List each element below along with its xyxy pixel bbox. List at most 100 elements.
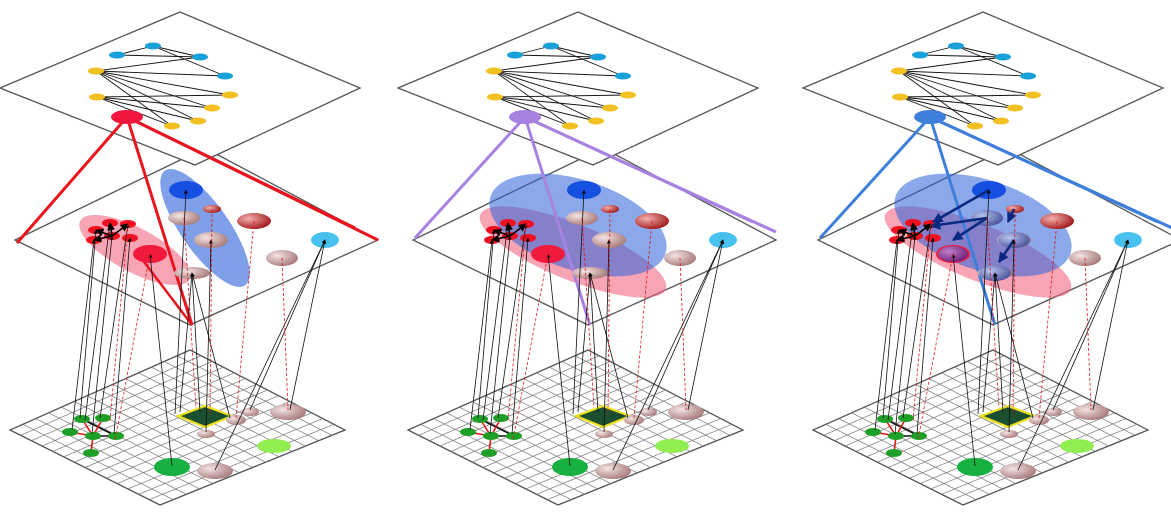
focus-square — [977, 404, 1039, 429]
top-node-cyan — [1020, 72, 1036, 80]
top-edge — [116, 54, 201, 58]
grid-line — [504, 401, 688, 479]
top-plane-outline — [0, 11, 362, 166]
bottom-node-green — [886, 449, 902, 457]
black-link — [874, 239, 899, 431]
supernode — [111, 110, 143, 124]
bottom-node-darkgreen — [552, 458, 588, 476]
bottom-node-darkgreen — [957, 458, 993, 476]
red-dashed-link — [986, 217, 1000, 409]
top-node-yellow — [88, 67, 104, 75]
focus-square — [174, 404, 236, 429]
supernode — [509, 110, 541, 124]
bottom-node-pink — [639, 408, 657, 416]
red-dashed-link — [679, 257, 687, 411]
grid-line — [877, 401, 1030, 479]
grid-line — [909, 401, 1093, 479]
bottom-node-green — [85, 432, 101, 440]
black-link — [91, 235, 114, 435]
grid-line — [547, 423, 733, 500]
top-node-cyan — [995, 53, 1011, 61]
bottom-node-pink — [624, 415, 644, 425]
top-edge — [550, 45, 624, 77]
bottom-node-green — [83, 449, 99, 457]
grid-line — [889, 395, 1043, 474]
black-link — [190, 272, 201, 413]
bottom-node-pink — [197, 430, 215, 438]
bottom-cluster-edge — [884, 418, 920, 437]
top-node-yellow — [486, 67, 502, 75]
top-edge — [95, 70, 226, 77]
grid-line — [86, 395, 240, 474]
cluster-edge — [93, 234, 113, 243]
bottom-node-green — [472, 415, 488, 423]
bottom-node-green — [877, 415, 893, 423]
top-edge — [898, 70, 1016, 109]
top-edge — [493, 70, 571, 127]
black-link — [497, 223, 528, 419]
bottom-node-pink — [226, 415, 246, 425]
black-link — [489, 235, 512, 435]
grid-line — [920, 406, 1104, 484]
black-link — [572, 189, 586, 415]
red-dashed-link — [235, 220, 255, 419]
bottom-node-pink — [668, 404, 704, 420]
bottom-node-green — [460, 428, 476, 436]
top-edge — [96, 96, 199, 122]
red-dashed-link — [581, 217, 595, 409]
top-node-yellow — [562, 122, 578, 130]
top-edge — [494, 96, 597, 122]
top-node-yellow — [892, 93, 908, 101]
black-link — [577, 272, 592, 413]
top-node-cyan — [543, 42, 559, 50]
top-layer — [0, 11, 362, 166]
supernode-link — [126, 115, 356, 230]
panel-2 — [396, 11, 778, 506]
panel-3 — [801, 11, 1171, 506]
supernode-link — [413, 115, 527, 240]
grid-line — [515, 406, 699, 484]
top-edge — [899, 94, 1034, 98]
black-link — [289, 239, 327, 411]
top-node-cyan — [145, 42, 161, 50]
red-dashed-link — [912, 223, 932, 421]
bottom-node-pink — [270, 404, 306, 420]
top-plane-outline — [801, 11, 1165, 166]
top-edge — [96, 96, 213, 109]
focus-square — [572, 404, 634, 429]
top-node-cyan — [590, 53, 606, 61]
grid-line — [952, 423, 1138, 500]
bottom-node-pink — [595, 430, 613, 438]
black-link — [1017, 239, 1129, 471]
grid-line — [851, 412, 1003, 490]
red-dashed-link — [1012, 208, 1016, 416]
black-link — [1092, 239, 1130, 411]
top-node-yellow — [993, 117, 1009, 125]
top-edge — [95, 56, 201, 72]
black-link — [588, 272, 599, 413]
top-node-cyan — [615, 72, 631, 80]
bottom-node-green — [74, 415, 90, 423]
grid-line — [74, 401, 227, 479]
top-node-yellow — [190, 117, 206, 125]
top-edge — [96, 94, 231, 98]
grid-line — [106, 401, 290, 479]
grid-line — [446, 412, 598, 490]
black-link — [546, 253, 571, 467]
top-node-cyan — [217, 72, 233, 80]
top-node-cyan — [109, 51, 125, 59]
top-layer — [801, 11, 1165, 166]
black-link — [993, 272, 1004, 413]
bottom-cluster-edge — [81, 418, 117, 437]
grid-line — [941, 418, 1126, 495]
top-edge — [493, 70, 624, 77]
top-node-yellow — [204, 104, 220, 112]
black-link — [148, 253, 173, 467]
top-node-yellow — [222, 91, 238, 99]
bottom-node-pink — [1000, 430, 1018, 438]
black-link — [1008, 239, 1016, 433]
grid-line — [930, 412, 1115, 490]
navy-arrow — [952, 216, 988, 242]
